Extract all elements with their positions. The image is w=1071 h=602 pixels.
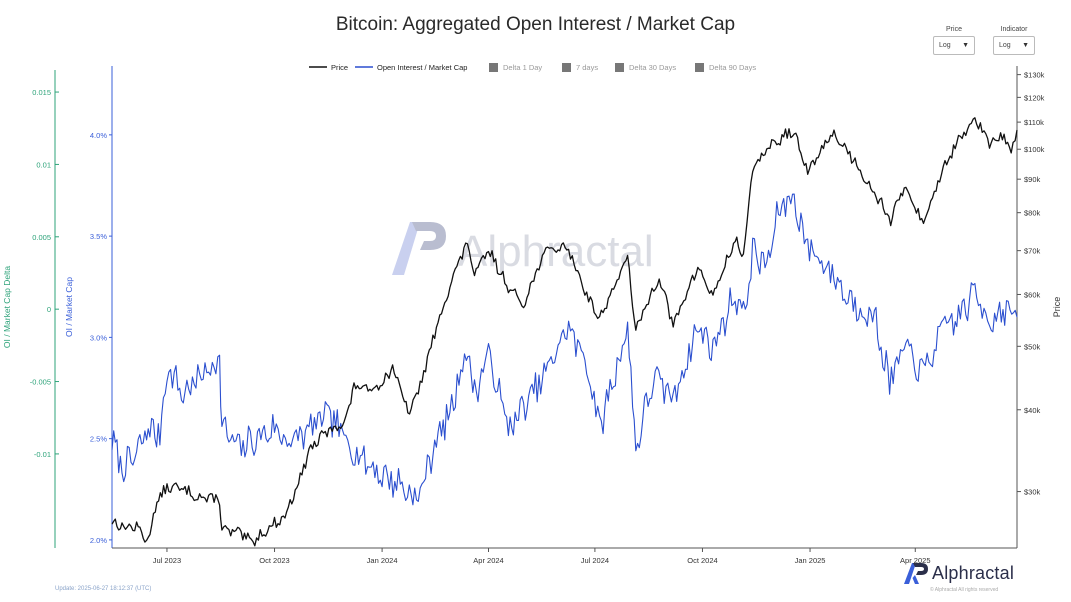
oi-tick-label: 3.5% (90, 232, 107, 241)
oi-market-cap-line (111, 193, 1018, 506)
delta-axis-title: OI / Market Cap Delta (2, 266, 12, 348)
indicator-scale-select[interactable]: Log ▼ (993, 36, 1035, 55)
legend-swatch-delta (695, 63, 704, 72)
watermark: Alphractal (392, 222, 654, 276)
legend-swatch-delta (562, 63, 571, 72)
price-tick-label: $110k (1024, 118, 1044, 127)
legend-label-delta: 7 days (576, 63, 598, 72)
brand: Alphractal (903, 561, 1014, 585)
x-tick-label: Oct 2024 (687, 556, 717, 565)
chevron-down-icon: ▼ (962, 42, 969, 49)
oi-axis-title: OI / Market Cap (64, 277, 74, 337)
delta-tick-label: 0 (47, 305, 51, 314)
price-tick-label: $120k (1024, 93, 1045, 102)
chart-title: Bitcoin: Aggregated Open Interest / Mark… (335, 14, 736, 35)
legend: Price Open Interest / Market Cap Delta 1 D… (309, 63, 756, 72)
copyright-text: © Alphractal All rights reserved (930, 587, 999, 593)
price-tick-label: $40k (1024, 406, 1041, 415)
price-scale-control: Price Log ▼ (933, 26, 975, 55)
price-scale-select[interactable]: Log ▼ (933, 36, 975, 55)
legend-swatch-delta (489, 63, 498, 72)
x-tick-label: Apr 2025 (900, 556, 930, 565)
x-tick-label: Oct 2023 (259, 556, 289, 565)
alphractal-logo-icon (904, 563, 928, 584)
indicator-scale-control: Indicator Log ▼ (993, 26, 1035, 55)
chevron-down-icon: ▼ (1022, 42, 1029, 49)
brand-name: Alphractal (932, 562, 1015, 583)
legend-label-delta: Delta 90 Days (709, 63, 756, 72)
price-tick-label: $90k (1024, 175, 1041, 184)
x-tick-label: Jan 2024 (367, 556, 398, 565)
price-tick-label: $50k (1024, 342, 1041, 351)
oi-tick-label: 2.0% (90, 536, 107, 545)
price-tick-label: $30k (1024, 488, 1041, 497)
price-scale-label: Price (946, 26, 962, 33)
series-layer (111, 117, 1018, 547)
price-scale-value: Log (939, 42, 951, 49)
x-tick-label: Apr 2024 (473, 556, 503, 565)
oi-tick-label: 3.0% (90, 333, 107, 342)
price-tick-label: $60k (1024, 290, 1041, 299)
price-line (111, 117, 1018, 547)
watermark-logo-icon (412, 222, 446, 250)
legend-label-oi: Open Interest / Market Cap (377, 63, 467, 72)
price-tick-label: $130k (1024, 71, 1045, 80)
price-axis-title: Price (1052, 297, 1062, 318)
legend-swatch-delta (615, 63, 624, 72)
x-tick-label: Jan 2025 (795, 556, 826, 565)
price-tick-label: $70k (1024, 247, 1041, 256)
x-tick-label: Jul 2024 (581, 556, 609, 565)
indicator-scale-label: Indicator (1000, 26, 1028, 33)
price-tick-label: $100k (1024, 145, 1045, 154)
legend-label-delta: Delta 1 Day (503, 63, 542, 72)
update-timestamp: Update: 2025-06-27 18:12:37 (UTC) (55, 586, 152, 592)
axes: 0.015 0.01 0.005 0 -0.005 -0.01 OI / Market Ca… (2, 66, 1062, 565)
x-tick-label: Jul 2023 (153, 556, 181, 565)
legend-label-delta: Delta 30 Days (629, 63, 676, 72)
indicator-scale-value: Log (999, 42, 1011, 49)
legend-label-price: Price (331, 63, 348, 72)
oi-tick-label: 4.0% (90, 131, 107, 140)
delta-tick-label: -0.01 (34, 450, 51, 459)
watermark-logo-icon (392, 222, 420, 275)
price-tick-label: $80k (1024, 209, 1041, 218)
delta-tick-label: 0.01 (36, 160, 51, 169)
oi-tick-label: 2.5% (90, 435, 107, 444)
delta-tick-label: 0.015 (32, 88, 51, 97)
delta-tick-label: -0.005 (30, 378, 51, 387)
delta-tick-label: 0.005 (32, 233, 51, 242)
